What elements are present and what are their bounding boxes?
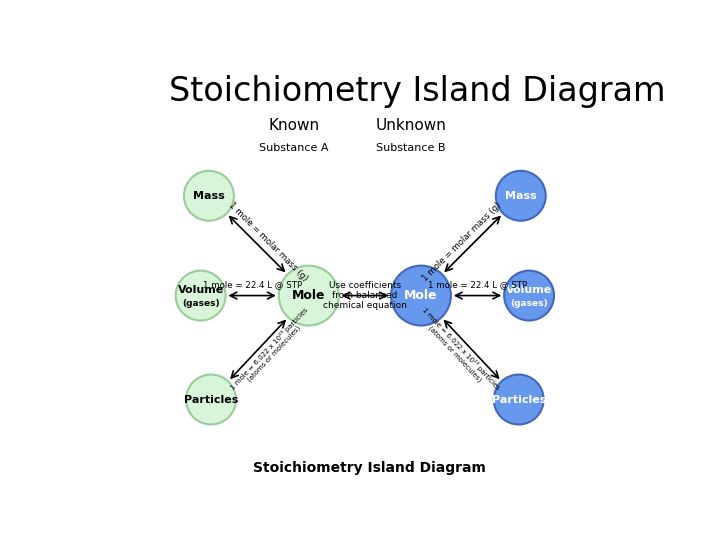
- Text: Stoichiometry Island Diagram: Stoichiometry Island Diagram: [169, 75, 666, 108]
- Text: Particles: Particles: [492, 395, 546, 404]
- Text: Substance B: Substance B: [376, 143, 446, 153]
- Circle shape: [391, 266, 451, 326]
- Text: Mass: Mass: [193, 191, 225, 201]
- Text: (gases): (gases): [181, 299, 220, 308]
- Circle shape: [504, 271, 554, 321]
- Circle shape: [496, 171, 546, 221]
- Text: Mass: Mass: [505, 191, 536, 201]
- Text: (gases): (gases): [510, 299, 548, 308]
- Text: Mole: Mole: [404, 289, 438, 302]
- Text: Substance A: Substance A: [259, 143, 329, 153]
- Text: 1 mole = 6.022 x 10²³ particles
(atoms or molecules): 1 mole = 6.022 x 10²³ particles (atoms o…: [415, 306, 501, 396]
- Circle shape: [186, 375, 236, 424]
- Circle shape: [176, 271, 225, 321]
- Text: Known: Known: [269, 118, 320, 133]
- Text: 1 mole = 22.4 L @ STP: 1 mole = 22.4 L @ STP: [428, 280, 527, 289]
- Circle shape: [184, 171, 234, 221]
- Text: Mole: Mole: [292, 289, 325, 302]
- Text: 1 mole = molar mass (g): 1 mole = molar mass (g): [420, 200, 503, 282]
- Text: Volume: Volume: [506, 285, 552, 295]
- Text: 1 mole = 6.022 x 10²³ particles
(atoms or molecules): 1 mole = 6.022 x 10²³ particles (atoms o…: [228, 306, 315, 396]
- Text: 1 mole = molar mass (g): 1 mole = molar mass (g): [227, 200, 309, 282]
- Text: 1 mole = 22.4 L @ STP: 1 mole = 22.4 L @ STP: [202, 280, 302, 289]
- Circle shape: [279, 266, 338, 326]
- Text: Unknown: Unknown: [375, 118, 446, 133]
- Text: Stoichiometry Island Diagram: Stoichiometry Island Diagram: [253, 461, 485, 475]
- Text: Particles: Particles: [184, 395, 238, 404]
- Text: Volume: Volume: [177, 285, 224, 295]
- Text: Use coefficients
from balanced
chemical equation: Use coefficients from balanced chemical …: [323, 281, 407, 310]
- Circle shape: [494, 375, 544, 424]
